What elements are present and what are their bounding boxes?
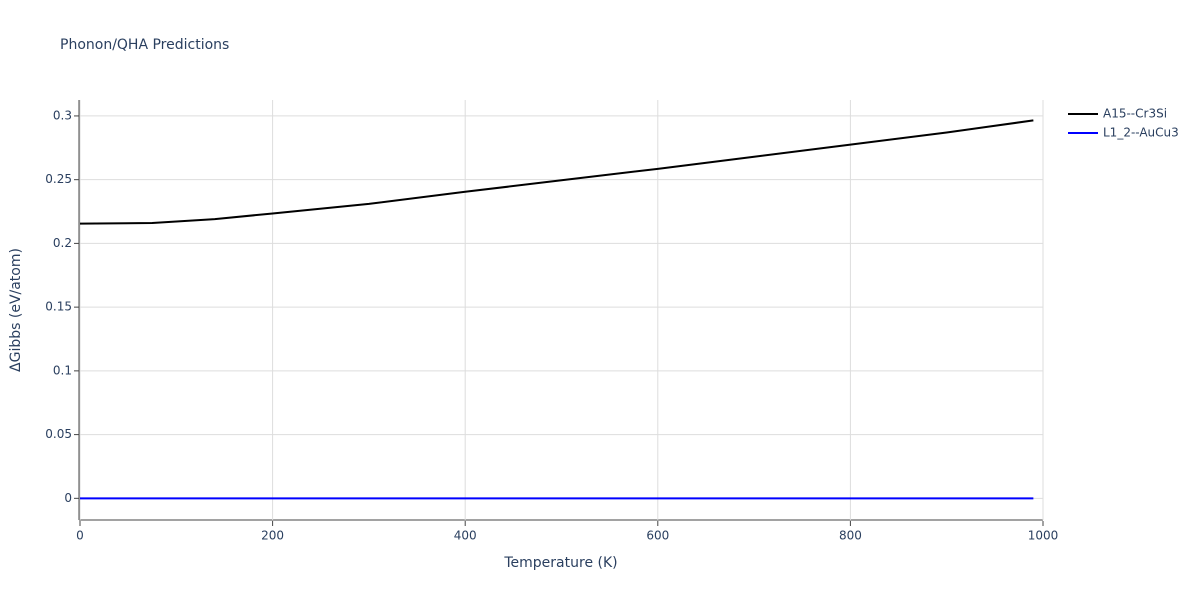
y-tick-label: 0.15 — [45, 300, 72, 314]
y-axis-title: ΔGibbs (eV/atom) — [8, 248, 24, 372]
legend-label: L1_2--AuCu3 — [1103, 126, 1179, 140]
x-tick-label: 1000 — [1028, 529, 1059, 543]
y-tick-label: 0.3 — [53, 108, 72, 122]
series-line — [79, 119, 1034, 225]
y-tick-label: 0 — [64, 491, 72, 505]
chart-title: Phonon/QHA Predictions — [60, 37, 229, 53]
legend-label: A15--Cr3Si — [1103, 107, 1167, 121]
x-tick-label: 0 — [76, 529, 84, 543]
x-tick-label: 800 — [839, 529, 862, 543]
x-tick-label: 600 — [646, 529, 669, 543]
x-tick-label: 200 — [261, 529, 284, 543]
y-tick-label: 0.05 — [45, 427, 72, 441]
x-tick-label: 400 — [454, 529, 477, 543]
y-tick-label: 0.2 — [53, 236, 72, 250]
y-tick-label: 0.25 — [45, 172, 72, 186]
x-axis-title: Temperature (K) — [503, 555, 617, 571]
y-tick-label: 0.1 — [53, 363, 72, 377]
